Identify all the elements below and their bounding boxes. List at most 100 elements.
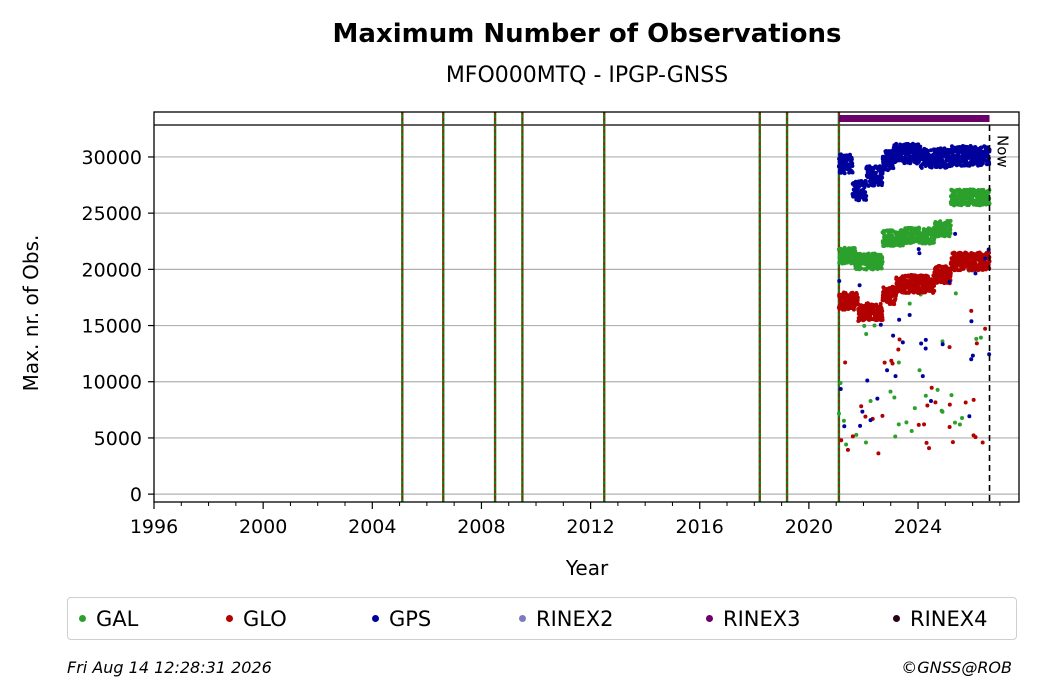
data-point: [880, 256, 885, 261]
data-point: [974, 336, 979, 341]
data-point: [892, 395, 897, 400]
data-point: [912, 154, 917, 159]
data-point: [868, 398, 873, 403]
data-point: [836, 411, 841, 416]
data-point: [940, 409, 945, 414]
data-point: [948, 270, 953, 275]
y-tick-label: 20000: [82, 259, 142, 281]
legend-item-gps: GPS: [372, 598, 431, 639]
legend-marker: [519, 615, 526, 622]
data-point: [917, 251, 922, 256]
plot-area: Now 0 5000 10000 15000 20000 25000 30000 1996 200…: [82, 111, 1020, 538]
data-point: [987, 250, 992, 255]
data-point: [947, 402, 952, 407]
y-tick-label: 10000: [82, 372, 142, 394]
legend-item-rinex4: RINEX4: [893, 598, 988, 639]
data-point: [865, 378, 870, 383]
data-point: [948, 218, 953, 223]
data-point: [917, 226, 922, 231]
y-tick-label: 5000: [94, 428, 142, 450]
data-point: [957, 422, 962, 427]
legend-marker: [893, 615, 900, 622]
data-point: [918, 144, 923, 149]
data-point: [897, 317, 902, 322]
data-point: [924, 440, 929, 445]
data-point: [987, 201, 992, 206]
data-point: [919, 165, 924, 170]
data-point: [880, 309, 885, 314]
data-point: [987, 161, 992, 166]
data-point: [842, 424, 847, 429]
data-point: [947, 425, 952, 429]
data-point: [858, 423, 863, 428]
x-tick-label: 2000: [239, 516, 287, 538]
data-point: [928, 399, 933, 404]
data-point: [948, 223, 953, 228]
x-tick-label: 2004: [348, 516, 396, 538]
data-point: [842, 171, 847, 176]
legend: GAL GLO GPS RINEX2 RINEX3 RINEX4: [67, 597, 1017, 640]
data-point: [907, 301, 912, 306]
data-point: [880, 413, 885, 418]
chart-subtitle: MFO000MTQ - IPGP-GNSS: [446, 63, 728, 88]
data-point: [859, 404, 864, 409]
legend-label: RINEX4: [910, 606, 988, 631]
data-point: [948, 227, 953, 232]
x-tick-label: 1996: [130, 516, 178, 538]
data-point: [932, 288, 937, 293]
data-point: [850, 434, 855, 439]
data-point: [873, 170, 878, 175]
chart-figure: Maximum Number of Observations MFO000MTQ…: [19, 19, 1020, 580]
data-point: [897, 337, 902, 342]
data-point: [841, 418, 846, 423]
y-axis-label: Max. nr. of Obs.: [19, 235, 43, 392]
data-point: [837, 278, 842, 283]
data-point: [927, 446, 932, 451]
data-point: [953, 291, 958, 296]
data-point: [971, 397, 976, 402]
data-point: [878, 301, 883, 306]
legend-marker: [706, 615, 713, 622]
data-point: [891, 166, 896, 171]
y-tick-label: 0: [130, 484, 142, 506]
data-point: [907, 313, 912, 318]
data-point: [857, 283, 862, 288]
y-tick-label: 15000: [82, 316, 142, 338]
data-point: [949, 393, 954, 398]
legend-item-rinex3: RINEX3: [706, 598, 801, 639]
data-point: [963, 400, 968, 405]
data-point: [893, 296, 898, 301]
legend-label: RINEX3: [723, 606, 801, 631]
data-point: [864, 197, 869, 202]
x-tick-label: 2016: [676, 516, 724, 538]
x-tick-label: 2008: [457, 516, 505, 538]
data-point: [859, 266, 864, 271]
data-point: [872, 323, 877, 328]
data-point: [893, 434, 898, 439]
data-point: [896, 360, 901, 365]
legend-label: GLO: [243, 606, 287, 631]
now-label: Now: [994, 135, 1012, 168]
data-point: [894, 141, 899, 146]
data-point: [980, 161, 985, 166]
data-point: [895, 289, 900, 294]
data-point: [854, 292, 859, 297]
data-point: [931, 240, 936, 245]
data-point: [916, 247, 921, 252]
data-point: [838, 387, 843, 391]
data-point: [879, 266, 884, 271]
data-point: [876, 451, 881, 456]
data-point: [893, 374, 898, 379]
series-gps: [836, 141, 992, 429]
data-point: [844, 442, 849, 447]
data-point: [900, 340, 905, 345]
data-point: [864, 331, 869, 336]
plot-frame: [153, 111, 1020, 503]
data-point: [971, 433, 976, 438]
data-point: [850, 170, 855, 175]
legend-label: RINEX2: [536, 606, 614, 631]
data-point: [854, 432, 859, 437]
data-point: [917, 368, 922, 373]
data-point: [950, 440, 955, 445]
data-point: [878, 322, 883, 327]
